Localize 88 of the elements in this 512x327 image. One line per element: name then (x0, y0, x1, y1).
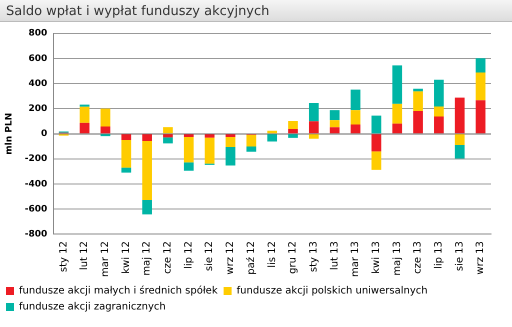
x-tick-label: gru 12 (288, 241, 299, 274)
bar (204, 138, 215, 164)
bar (476, 72, 486, 100)
y-axis-title: mln PLN (4, 112, 15, 155)
y-tick-label: 200 (28, 104, 48, 114)
bar (308, 103, 319, 122)
x-tick-label: wrz 13 (475, 241, 486, 275)
bar (372, 134, 382, 152)
bar (184, 137, 194, 162)
x-tick-label: lis 12 (266, 241, 278, 268)
x-tick-label: mar 13 (350, 241, 362, 278)
legend-label: fundusze akcji małych i średnich spółek (19, 284, 218, 297)
x-tick-label: sie 12 (204, 241, 216, 272)
y-tick-label: -400 (24, 179, 48, 190)
x-tick-label: kwi 12 (120, 241, 132, 274)
y-tick-label: -800 (24, 229, 48, 240)
x-tick-label: maj 13 (392, 241, 403, 276)
y-tick-label: 600 (28, 54, 48, 64)
bar (350, 124, 360, 134)
bar (163, 127, 173, 134)
x-tick-label: sie 13 (454, 241, 466, 272)
x-tick-label: lip 13 (433, 241, 444, 269)
bar (226, 134, 236, 138)
bar (330, 127, 340, 134)
x-tick-label: maj 12 (142, 241, 153, 276)
bar (80, 122, 90, 134)
x-tick-label: lip 12 (183, 241, 194, 269)
bar (330, 120, 340, 128)
bar (372, 116, 382, 134)
x-tick-label: lut 13 (329, 241, 340, 270)
bar (226, 137, 236, 148)
bar (226, 147, 236, 166)
bar (372, 151, 382, 170)
x-tick-label: lut 12 (79, 241, 90, 270)
bar (350, 110, 360, 124)
bar (392, 65, 402, 104)
chart-title: Saldo wpłat i wypłat funduszy akcyjnych (0, 0, 512, 22)
bar (350, 90, 360, 110)
bar (454, 145, 465, 158)
y-tick-label: -200 (24, 154, 48, 164)
bar (413, 88, 423, 92)
x-tick-label: cze 13 (412, 241, 424, 274)
y-tick-label: 800 (28, 28, 48, 39)
bar (434, 116, 444, 134)
x-tick-label: paź 12 (244, 241, 257, 275)
legend-label: fundusze akcji polskich uniwersalnych (236, 286, 428, 297)
bar (454, 98, 465, 134)
y-tick-label: 0 (41, 129, 48, 140)
x-tick-label: wrz 12 (225, 241, 236, 275)
bar (100, 126, 110, 134)
bar (413, 111, 423, 134)
bar (80, 106, 90, 123)
bar (121, 168, 132, 173)
bar (121, 140, 132, 168)
legend-label: fundusze akcji zagranicznych (19, 302, 166, 313)
bar (476, 58, 486, 73)
y-tick-label: -600 (24, 204, 48, 214)
bar (142, 134, 152, 142)
bar (434, 80, 444, 107)
bar (246, 146, 256, 152)
bar (413, 91, 423, 112)
bar (308, 121, 319, 134)
bar (184, 162, 194, 171)
bar (434, 106, 444, 116)
bar (392, 104, 402, 124)
bar (142, 200, 152, 214)
x-tick-label: sty 12 (58, 241, 70, 272)
bar (267, 134, 278, 142)
x-tick-label: kwi 13 (370, 241, 382, 274)
bar (163, 137, 173, 144)
bar (142, 141, 152, 200)
bar (476, 100, 486, 134)
bar (392, 124, 402, 134)
bar (288, 128, 298, 134)
bar (330, 110, 340, 120)
bar (267, 130, 278, 134)
bar (121, 134, 132, 140)
bar (454, 134, 465, 146)
x-tick-label: cze 12 (162, 241, 174, 274)
y-tick-label: 400 (28, 78, 48, 89)
bar (308, 134, 319, 139)
bar (288, 120, 298, 129)
x-tick-label: sty 13 (308, 241, 320, 272)
bar (288, 134, 298, 138)
bar (100, 108, 110, 126)
bar (163, 134, 173, 138)
bar (246, 134, 256, 147)
x-tick-label: mar 12 (100, 241, 112, 278)
